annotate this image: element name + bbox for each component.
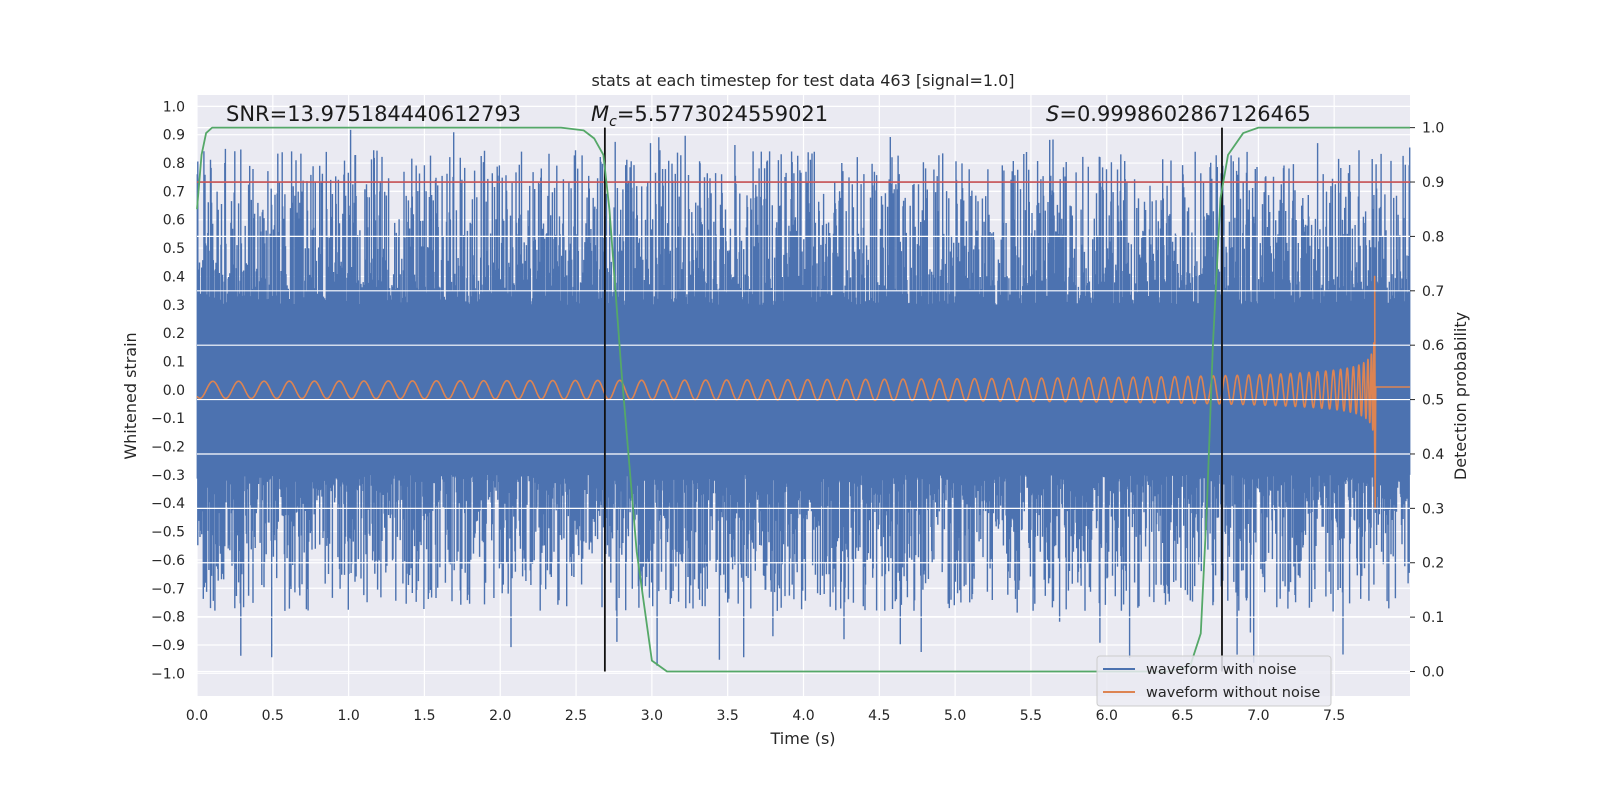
x-tick-label: 3.0 (641, 708, 663, 724)
detection-probability-series (196, 126, 1410, 673)
y-left-tick-label: −0.5 (151, 525, 185, 541)
y-left-tick-label: 0.0 (163, 383, 185, 399)
y-right-tick-label: 0.2 (1422, 556, 1444, 572)
x-tick-label: 4.0 (792, 708, 814, 724)
clean-waveform-series (196, 275, 1410, 510)
y-left-axis-ticks: 1.0 0.9 0.8 0.7 0.6 0.5 0.4 0.3 0.2 0.1 0.0 −0.1 −0.… (151, 99, 185, 682)
y-left-tick-label: 0.7 (163, 184, 185, 200)
s-statistic-annotation: S=0.9998602867126465 (1046, 102, 1311, 126)
y-left-tick-label: 0.4 (163, 269, 185, 285)
y-left-tick-label: 0.8 (163, 156, 185, 172)
x-tick-label: 2.5 (565, 708, 587, 724)
y-right-tick-label: 0.6 (1422, 338, 1444, 354)
y-left-tick-label: 0.3 (163, 298, 185, 314)
legend-box (1096, 655, 1332, 707)
y-left-tick-label: 0.5 (163, 241, 185, 257)
y-left-tick-label: −0.6 (151, 553, 185, 569)
y-left-tick-label: −0.1 (151, 411, 185, 427)
x-tick-label: 0.0 (186, 708, 208, 724)
y-right-tick-label: 0.5 (1422, 393, 1444, 409)
y-right-tick-label: 0.7 (1422, 284, 1444, 300)
x-tick-label: 0.5 (262, 708, 284, 724)
x-tick-label: 1.5 (413, 708, 435, 724)
y-left-tick-label: 0.6 (163, 213, 185, 229)
y-right-axis-ticks: 1.0 0.9 0.8 0.7 0.6 0.5 0.4 0.3 0.2 0.1 0.0 (1410, 121, 1444, 681)
y-right-tick-label: 0.8 (1422, 229, 1444, 245)
y-left-tick-label: −1.0 (151, 666, 185, 682)
detection-probability-line (196, 126, 1410, 673)
snr-annotation: SNR=13.975184440612793 (226, 102, 521, 126)
y-right-tick-label: 0.9 (1422, 175, 1444, 191)
y-left-tick-label: −0.8 (151, 610, 185, 626)
x-tick-label: 6.5 (1171, 708, 1193, 724)
y-left-tick-label: −0.2 (151, 440, 185, 456)
y-right-tick-label: 0.0 (1422, 665, 1444, 681)
chirp-mass-annotation: Mc=5.5773024559021 (591, 102, 828, 130)
x-tick-label: 3.5 (717, 708, 739, 724)
y-left-tick-label: −0.4 (151, 496, 185, 512)
x-tick-label: 6.0 (1096, 708, 1118, 724)
y-left-tick-label: −0.7 (151, 581, 185, 597)
y-right-tick-label: 0.1 (1422, 610, 1444, 626)
y-left-tick-label: 0.2 (163, 326, 185, 342)
y-left-axis-label: Whitened strain (121, 332, 140, 459)
y-left-tick-label: 0.1 (163, 354, 185, 370)
x-axis-label: Time (s) (769, 729, 835, 748)
legend-label-clean: waveform without noise (1146, 685, 1320, 701)
y-left-tick-label: 0.9 (163, 128, 185, 144)
x-tick-label: 4.5 (868, 708, 890, 724)
x-axis-ticks: 0.0 0.5 1.0 1.5 2.0 2.5 3.0 3.5 4.0 4.5 5.0 5.5 6.0 6… (186, 708, 1345, 724)
y-right-tick-label: 1.0 (1422, 121, 1444, 137)
marker-lines (197, 127, 1410, 673)
y-right-tick-label: 0.4 (1422, 447, 1444, 463)
y-right-axis-label: Detection probability (1451, 312, 1470, 480)
y-left-tick-label: −0.9 (151, 638, 185, 654)
clean-waveform-line (196, 275, 1410, 510)
chart-title: stats at each timestep for test data 463… (591, 71, 1014, 90)
y-left-tick-label: 1.0 (163, 99, 185, 115)
x-tick-label: 7.0 (1247, 708, 1269, 724)
x-tick-label: 1.0 (337, 708, 359, 724)
legend: waveform with noise waveform without noi… (1096, 655, 1332, 707)
legend-label-noise: waveform with noise (1146, 662, 1297, 678)
x-tick-label: 7.5 (1323, 708, 1345, 724)
x-tick-label: 2.0 (489, 708, 511, 724)
x-tick-label: 5.5 (1020, 708, 1042, 724)
y-right-tick-label: 0.3 (1422, 501, 1444, 517)
y-left-tick-label: −0.3 (151, 468, 185, 484)
x-tick-label: 5.0 (944, 708, 966, 724)
noisy-waveform-series (196, 129, 1411, 666)
